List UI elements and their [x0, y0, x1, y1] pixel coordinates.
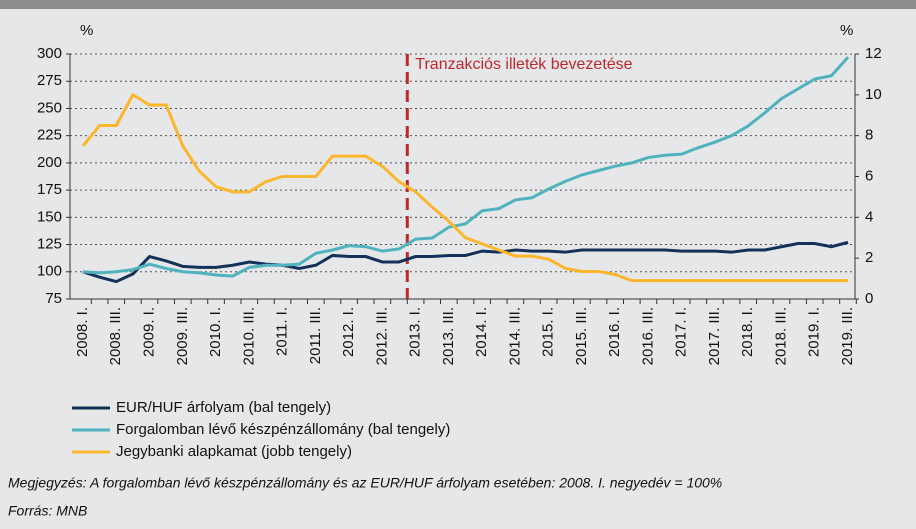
series-line — [82, 56, 850, 278]
y2-tick-label: 8 — [865, 127, 873, 144]
legend-label: Forgalomban lévő készpénzállomány (bal t… — [116, 421, 450, 438]
x-tick-label: 2017. I. — [673, 307, 690, 357]
legend-label: EUR/HUF árfolyam (bal tengely) — [116, 399, 331, 416]
x-tick-label: 2016. III. — [639, 307, 656, 365]
series-line — [81, 92, 848, 283]
x-tick-label: 2010. I. — [207, 307, 224, 357]
x-tick-label: 2015. I. — [540, 307, 557, 357]
x-tick-label: 2019. III. — [839, 307, 856, 365]
x-tick-label: 2014. III. — [506, 307, 523, 365]
x-tick-label: 2011. I. — [274, 307, 291, 356]
x-tick-label: 2009. III. — [174, 307, 191, 365]
y-tick-label: 250 — [37, 99, 62, 116]
top-band — [0, 0, 916, 9]
legend-label: Jegybanki alapkamat (jobb tengely) — [116, 443, 352, 460]
y-tick-label: 125 — [37, 236, 62, 253]
y2-tick-label: 10 — [865, 86, 882, 103]
y2-tick-label: 2 — [865, 249, 873, 266]
x-tick-label: 2016. I. — [606, 307, 623, 357]
x-tick-label: 2019. I. — [806, 307, 823, 357]
x-tick-label: 2012. III. — [373, 307, 390, 365]
y2-tick-label: 6 — [865, 167, 873, 184]
y-tick-label: 75 — [45, 290, 62, 307]
y2-tick-label: 4 — [865, 208, 873, 225]
x-tick-label: 2011. III. — [307, 307, 324, 364]
source: Forrás: MNB — [8, 503, 87, 519]
x-tick-label: 2010. III. — [240, 307, 257, 365]
x-tick-label: 2013. I. — [407, 307, 424, 357]
x-tick-label: 2012. I. — [340, 307, 357, 357]
x-tick-label: 2008. III. — [107, 307, 124, 365]
x-tick-label: 2014. I. — [473, 307, 490, 357]
y-tick-label: 200 — [37, 154, 62, 171]
y2-tick-label: 0 — [865, 290, 873, 307]
x-tick-label: 2008. I. — [74, 307, 91, 357]
y2-tick-label: 12 — [865, 45, 882, 62]
x-tick-label: 2009. I. — [140, 307, 157, 357]
y-tick-label: 225 — [37, 127, 62, 144]
x-tick-label: 2018. I. — [739, 307, 756, 357]
x-tick-label: 2017. III. — [706, 307, 723, 365]
x-tick-label: 2013. III. — [440, 307, 457, 365]
y-tick-label: 300 — [37, 45, 62, 62]
y-unit: % — [80, 22, 93, 39]
y-tick-label: 150 — [37, 208, 62, 225]
y-tick-label: 100 — [37, 263, 62, 280]
y2-unit: % — [840, 22, 853, 39]
note: Megjegyzés: A forgalomban lévő készpénzá… — [8, 475, 722, 491]
x-tick-label: 2015. III. — [573, 307, 590, 365]
annotation-text: Tranzakciós illeték bevezetése — [415, 56, 632, 73]
x-tick-label: 2018. III. — [772, 307, 789, 365]
y-tick-label: 275 — [37, 72, 62, 89]
y-tick-label: 175 — [37, 181, 62, 198]
series-line — [82, 240, 849, 284]
